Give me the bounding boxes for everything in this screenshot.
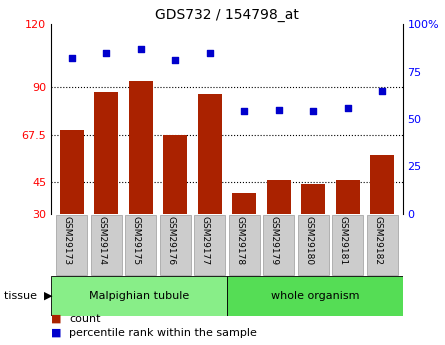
Text: GSM29176: GSM29176 bbox=[166, 216, 175, 265]
Point bbox=[241, 109, 248, 114]
Bar bbox=[60, 130, 84, 214]
FancyBboxPatch shape bbox=[194, 215, 225, 275]
Text: GSM29174: GSM29174 bbox=[97, 216, 106, 265]
FancyBboxPatch shape bbox=[91, 215, 122, 275]
Text: count: count bbox=[69, 314, 101, 324]
Point bbox=[275, 107, 282, 112]
Text: GSM29175: GSM29175 bbox=[132, 216, 141, 265]
Text: Malpighian tubule: Malpighian tubule bbox=[89, 291, 189, 301]
Text: GSM29182: GSM29182 bbox=[373, 216, 382, 265]
Text: percentile rank within the sample: percentile rank within the sample bbox=[69, 328, 257, 338]
Point bbox=[172, 57, 179, 63]
Bar bbox=[336, 180, 360, 214]
FancyBboxPatch shape bbox=[227, 276, 403, 316]
Text: GSM29180: GSM29180 bbox=[304, 216, 313, 265]
Point bbox=[344, 105, 351, 110]
Title: GDS732 / 154798_at: GDS732 / 154798_at bbox=[155, 8, 299, 22]
Bar bbox=[198, 94, 222, 214]
Text: tissue  ▶: tissue ▶ bbox=[4, 291, 53, 301]
Bar bbox=[163, 135, 187, 214]
FancyBboxPatch shape bbox=[332, 215, 363, 275]
FancyBboxPatch shape bbox=[367, 215, 397, 275]
Bar bbox=[94, 92, 118, 214]
FancyBboxPatch shape bbox=[263, 215, 294, 275]
Bar bbox=[267, 180, 291, 214]
Point bbox=[379, 88, 386, 93]
Point bbox=[310, 109, 317, 114]
FancyBboxPatch shape bbox=[229, 215, 260, 275]
Point bbox=[137, 46, 144, 51]
Text: GSM29181: GSM29181 bbox=[339, 216, 348, 265]
FancyBboxPatch shape bbox=[298, 215, 328, 275]
Bar bbox=[232, 193, 256, 214]
Text: ■: ■ bbox=[51, 314, 62, 324]
Bar bbox=[129, 81, 153, 214]
Text: GSM29173: GSM29173 bbox=[63, 216, 72, 265]
Text: ■: ■ bbox=[51, 328, 62, 338]
FancyBboxPatch shape bbox=[57, 215, 87, 275]
Text: GSM29178: GSM29178 bbox=[235, 216, 244, 265]
Text: GSM29179: GSM29179 bbox=[270, 216, 279, 265]
FancyBboxPatch shape bbox=[160, 215, 191, 275]
Bar bbox=[370, 155, 394, 214]
FancyBboxPatch shape bbox=[51, 276, 227, 316]
Point bbox=[103, 50, 110, 55]
Text: whole organism: whole organism bbox=[271, 291, 359, 301]
Point bbox=[68, 56, 75, 61]
Bar bbox=[301, 184, 325, 214]
Text: GSM29177: GSM29177 bbox=[201, 216, 210, 265]
FancyBboxPatch shape bbox=[125, 215, 156, 275]
Point bbox=[206, 50, 213, 55]
